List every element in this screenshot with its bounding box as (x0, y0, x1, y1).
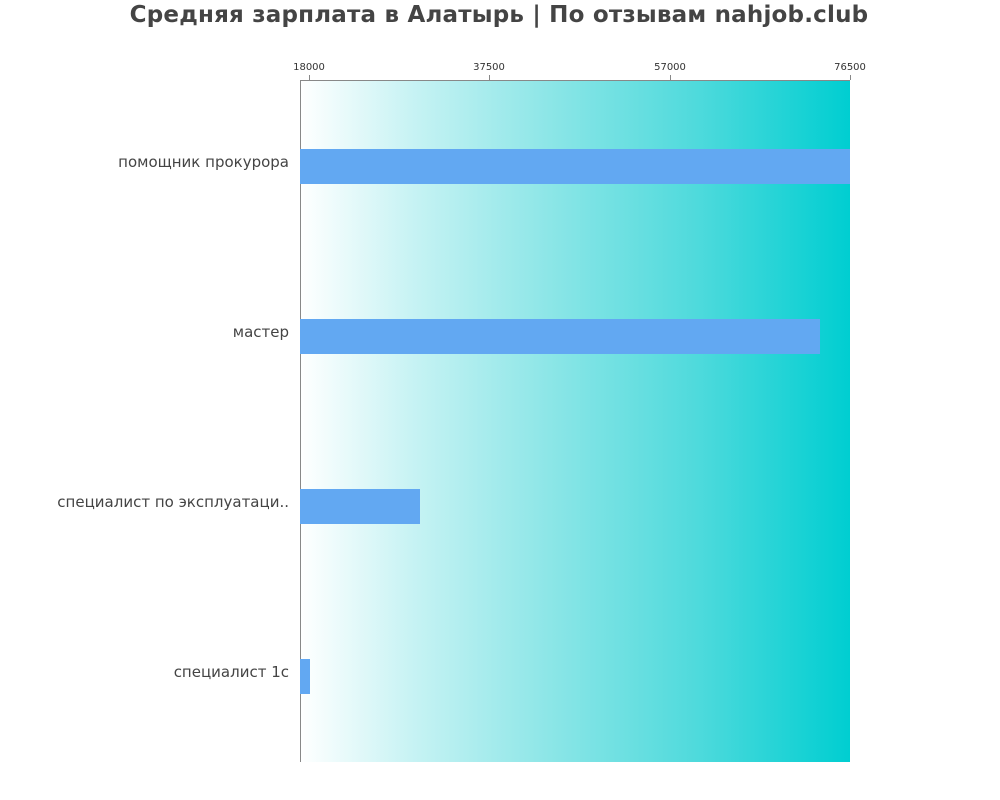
x-tick-label: 76500 (834, 62, 866, 73)
x-tick (309, 75, 310, 80)
x-tick-label: 18000 (293, 62, 325, 73)
x-tick-label: 37500 (473, 62, 505, 73)
plot-area (300, 80, 850, 762)
x-tick-label: 57000 (654, 62, 686, 73)
category-label: специалист по эксплуатаци.. (57, 493, 289, 511)
x-tick (489, 75, 490, 80)
category-label: помощник прокурора (118, 153, 289, 171)
chart-title: Средняя зарплата в Алатырь | По отзывам … (129, 2, 869, 28)
x-tick (670, 75, 671, 80)
bar (300, 659, 310, 694)
category-label: мастер (232, 323, 289, 341)
x-axis-line (300, 80, 850, 81)
bar (300, 319, 820, 354)
bar (300, 149, 850, 184)
y-axis-line (300, 80, 301, 762)
category-label: специалист 1с (173, 663, 289, 681)
bar (300, 489, 420, 524)
x-tick (850, 75, 851, 80)
